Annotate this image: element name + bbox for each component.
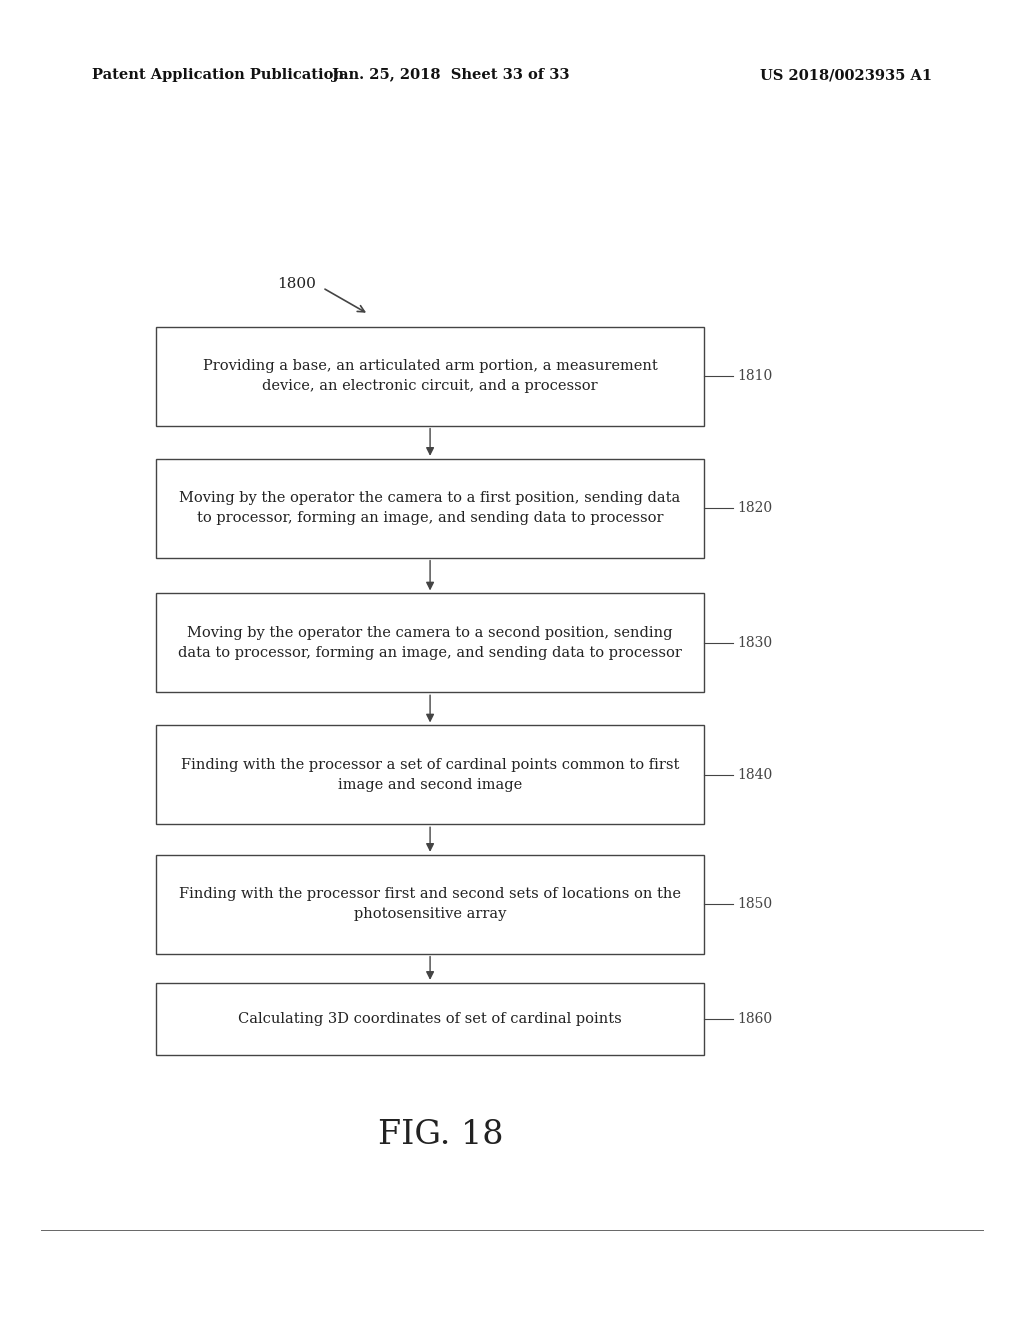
Bar	[156, 855, 705, 953]
Bar	[156, 726, 705, 824]
Text: US 2018/0023935 A1: US 2018/0023935 A1	[760, 69, 932, 82]
Text: Jan. 25, 2018  Sheet 33 of 33: Jan. 25, 2018 Sheet 33 of 33	[332, 69, 569, 82]
Text: Patent Application Publication: Patent Application Publication	[92, 69, 344, 82]
Text: Moving by the operator the camera to a second position, sending
data to processo: Moving by the operator the camera to a s…	[178, 626, 682, 660]
Bar	[156, 983, 705, 1056]
Text: 1810: 1810	[737, 370, 773, 383]
Text: Finding with the processor first and second sets of locations on the
photosensit: Finding with the processor first and sec…	[179, 887, 681, 921]
Text: Providing a base, an articulated arm portion, a measurement
device, an electroni: Providing a base, an articulated arm por…	[203, 359, 657, 393]
Text: 1840: 1840	[737, 768, 773, 781]
Text: 1820: 1820	[737, 502, 773, 515]
Text: FIG. 18: FIG. 18	[378, 1119, 503, 1151]
Text: Calculating 3D coordinates of set of cardinal points: Calculating 3D coordinates of set of car…	[239, 1012, 622, 1026]
Text: 1860: 1860	[737, 1012, 773, 1026]
Text: Finding with the processor a set of cardinal points common to first
image and se: Finding with the processor a set of card…	[181, 758, 679, 792]
Bar	[156, 459, 705, 557]
Text: 1850: 1850	[737, 898, 773, 911]
Text: 1800: 1800	[278, 277, 316, 290]
Bar	[156, 327, 705, 425]
Text: 1830: 1830	[737, 636, 773, 649]
Text: Moving by the operator the camera to a first position, sending data
to processor: Moving by the operator the camera to a f…	[179, 491, 681, 525]
Bar	[156, 594, 705, 692]
